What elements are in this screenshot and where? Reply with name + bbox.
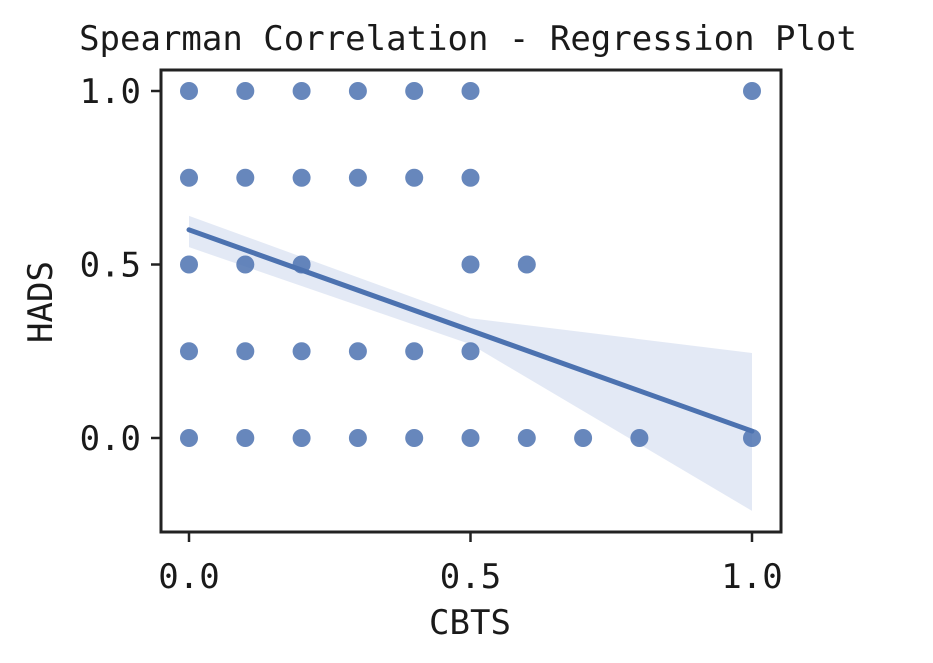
x-axis-label: CBTS [429,603,511,643]
data-point [574,429,593,447]
data-point [461,342,480,361]
data-point [405,168,424,187]
data-point [180,82,198,100]
data-point [180,342,198,361]
regression-line-layer [186,227,755,434]
y-tick-label: 0.0 [80,419,141,459]
data-point [236,429,255,447]
confidence-band [189,215,752,511]
regression-line [186,227,755,434]
data-point [743,82,761,100]
y-tick-label: 1.0 [80,72,141,112]
y-tick-label: 0.5 [80,246,141,286]
data-point [236,82,255,100]
y-ticks: 0.0 0.5 1.0 [80,72,161,459]
data-point [405,429,424,447]
data-point [348,342,367,361]
data-point [630,429,649,447]
x-tick-label: 0.0 [158,557,219,597]
scatter-points-layer [180,82,761,447]
data-point [461,82,480,100]
data-point [236,255,255,274]
data-point [461,429,480,447]
data-point [517,429,536,447]
data-point [292,342,311,361]
data-point [180,255,198,274]
data-point [292,168,311,187]
y-axis-label: HADS [21,261,61,343]
x-tick-label: 1.0 [721,557,782,597]
data-point [348,168,367,187]
data-point [180,429,198,447]
data-point [180,168,198,187]
data-point [348,82,367,100]
data-point [292,429,311,447]
data-point [348,429,367,447]
x-tick-label: 0.5 [440,557,501,597]
data-point [292,82,311,100]
chart-title: Spearman Correlation - Regression Plot [79,19,857,59]
confidence-band-layer [189,215,752,511]
data-point [236,168,255,187]
plot-frame [159,68,783,534]
x-ticks: 0.0 0.5 1.0 [158,532,783,597]
data-point [461,168,480,187]
data-point [461,255,480,274]
data-point [236,342,255,361]
data-point [405,82,424,100]
data-point [743,429,761,447]
data-point [405,342,424,361]
data-point [517,255,536,274]
